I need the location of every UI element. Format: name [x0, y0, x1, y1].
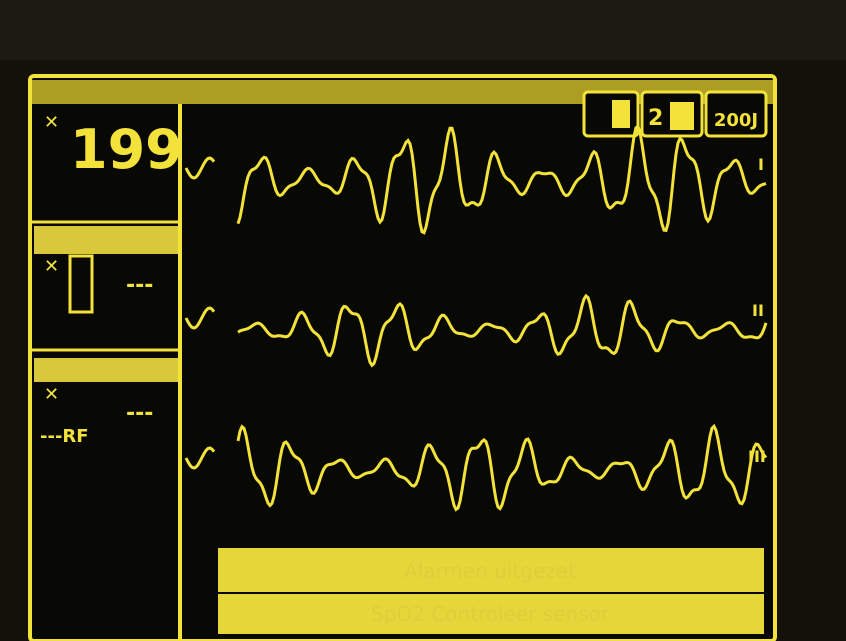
lead-label: I [758, 155, 764, 174]
ecg-wave [184, 423, 768, 512]
heart-rate: 199 [70, 118, 183, 181]
nibp-rf: ---RF [40, 426, 89, 447]
pads-icon-fill [612, 100, 630, 128]
ecg-wave [184, 293, 768, 368]
alarm-off-icon: ✕ [44, 112, 59, 133]
spo2-value: --- [126, 273, 153, 298]
spo2-header [34, 226, 178, 254]
screen [28, 74, 777, 641]
waveforms [184, 123, 768, 512]
alarm-off-icon: ✕ [44, 384, 59, 405]
pleth-bar [68, 254, 94, 314]
nibp-value: --- [126, 401, 153, 426]
message: Alarmen uitgezet [404, 559, 576, 583]
nibp-header [34, 358, 178, 382]
message-banner [218, 594, 764, 634]
energy-box [704, 90, 768, 138]
battery-icon [670, 102, 694, 130]
energy: 200J [714, 110, 758, 131]
ecg-wave [184, 123, 767, 235]
device-top [0, 0, 846, 60]
message: SpO2 Controleer sensor [371, 602, 610, 626]
lead-label: II [752, 301, 764, 320]
message-banner [218, 548, 764, 592]
pads-count: 2 [648, 106, 663, 131]
alarm-off-icon: ✕ [44, 256, 59, 277]
